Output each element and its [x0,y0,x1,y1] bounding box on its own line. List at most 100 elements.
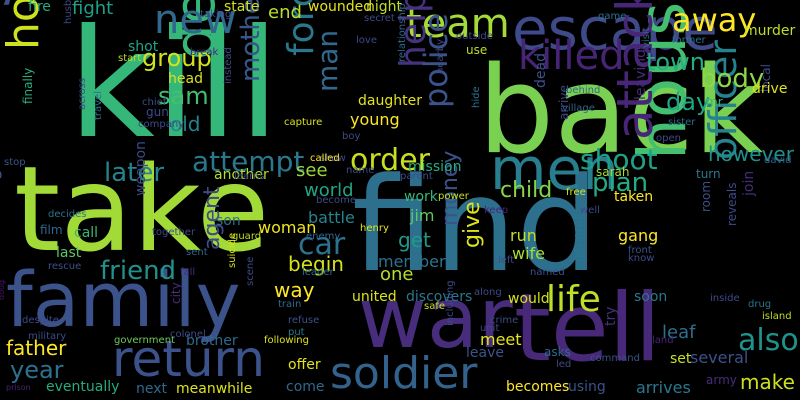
word-taking: taking [200,9,232,20]
word-turn: turn [696,167,721,181]
word-open: open [656,133,681,144]
word-daughter: daughter [358,93,422,109]
word-company: company [138,119,185,130]
word-army: army [706,373,737,387]
word-wife: wife [512,244,546,263]
word-safe: safe [424,301,446,312]
word-drive: drive [752,81,788,97]
word-former: former [672,35,706,46]
word-parent: parent [400,171,433,182]
word-left: left [498,255,515,266]
word-call: call [74,225,99,241]
word-know: know [628,253,655,264]
word-woman: woman [258,218,317,237]
word-come: come [286,379,325,395]
word-member: member [378,252,446,271]
word-united: united [352,289,397,305]
word-murder: murder [744,23,796,39]
word-group: group [142,44,212,72]
word-one: one [380,264,414,285]
word-meanwhile: meanwhile [176,381,253,397]
word-end: end [268,2,302,23]
word-shot: shot [128,39,159,55]
word-man: man [311,29,344,92]
word-however: however [708,142,794,166]
word-following: following [264,335,309,346]
word-give: give [460,201,485,248]
word-way: way [274,278,315,302]
word-escape: escape [512,0,718,63]
word-colonel: colonel [170,329,206,340]
word-together: together [152,227,196,238]
word-military: military [28,331,67,342]
word-friend: friend [100,256,177,286]
word-child: child [500,178,553,203]
word-head: head [168,71,203,87]
word-prison: prison [6,383,31,392]
word-brother: brother [186,333,238,349]
word-try: try [603,306,619,326]
word-named: named [530,267,565,278]
word-later: later [104,158,165,188]
word-find: find [352,149,599,301]
word-sam: sam [158,82,209,110]
word-leaf: leaf [662,322,696,343]
word-plan: plan [592,168,649,198]
word-chief: chief [142,97,167,108]
word-rescue: rescue [48,261,82,272]
word-arrive: arrive [557,85,571,120]
word-fall: fall [180,267,196,278]
word-another: another [214,167,269,183]
word-including: including [445,280,456,326]
word-command: command [590,353,640,364]
word-along: along [474,287,502,298]
word-also: also [738,323,799,358]
word-village: village [562,103,595,114]
word-learns: learns [234,171,265,182]
word-family: family [6,255,241,344]
word-general: general [571,216,585,262]
word-would: would [508,291,550,307]
word-show: show [320,153,346,164]
word-become: become [316,195,357,206]
word-power: power [438,191,469,202]
word-becomes: becomes [506,379,570,395]
word-tell: tell [514,274,661,383]
word-killed: killed [518,33,625,79]
word-hide: hide [471,86,482,108]
word-take: take [14,140,270,278]
word-several: several [690,348,749,367]
word-state: state [224,0,260,15]
word-enemy: enemy [306,231,341,242]
word-day: day [666,88,711,116]
word-capture: capture [284,117,323,128]
word-taken: taken [614,189,654,205]
word-attempt: attempt [192,145,305,178]
word-battle: battle [308,208,355,227]
word-new: new [154,0,237,43]
word-leader: leader [302,267,334,278]
word-work: work [404,189,438,205]
word-war: war [358,269,513,367]
word-film: film [40,223,63,237]
word-see: see [296,160,328,181]
word-land: land [652,335,674,346]
word-gun: gun [146,105,169,119]
word-fire: fire [28,0,51,15]
word-inside: inside [710,293,740,304]
word-son: son [216,213,241,229]
word-soon: soon [634,289,668,305]
word-away: away [672,1,757,39]
word-nearby: nearby [435,39,446,74]
word-back: back [478,42,764,181]
word-leaving: leaving [633,48,649,100]
word-weapon: weapon [133,141,149,196]
word-crime: crime [490,315,519,326]
word-life: life [546,279,601,320]
word-behind: behind [566,85,601,96]
word-eventually: eventually [46,379,120,395]
word-secret: secret [364,13,395,24]
word-jim: jim [410,206,435,225]
word-well: well [580,205,600,216]
